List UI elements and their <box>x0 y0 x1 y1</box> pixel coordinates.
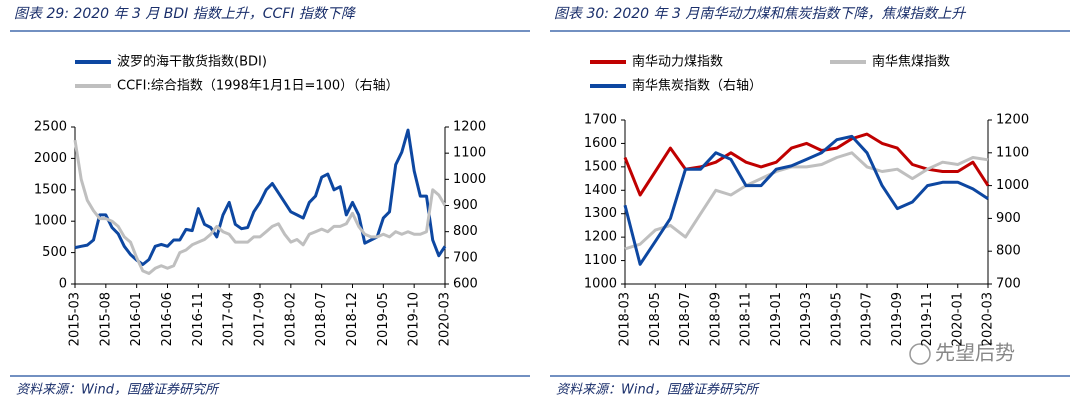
y-tick-label: 1000 <box>34 214 67 229</box>
watermark-icon <box>909 343 931 365</box>
y-tick-label: 1000 <box>584 277 617 292</box>
legend-label: CCFI:综合指数（1998年1月1日=100）（右轴） <box>117 79 399 94</box>
y-tick-label: 1600 <box>584 136 617 151</box>
x-tick-label: 2020-03 <box>438 292 453 346</box>
y-tick-label: 1200 <box>584 230 617 245</box>
x-tick-label: 2018-11 <box>739 292 754 346</box>
y-tick-label: 2000 <box>34 151 67 166</box>
x-tick-label: 2018-07 <box>314 292 329 346</box>
y2-tick-label: 1000 <box>996 178 1029 193</box>
x-tick-label: 2019-05 <box>376 292 391 346</box>
x-tick-label: 2020-01 <box>950 292 965 346</box>
y-tick-label: 500 <box>42 245 67 260</box>
y-tick-label: 0 <box>59 277 67 292</box>
y2-tick-label: 900 <box>996 211 1021 226</box>
y2-tick-label: 1100 <box>453 146 486 161</box>
x-tick-label: 2015-03 <box>68 292 83 346</box>
x-tick-label: 2018-07 <box>678 292 693 346</box>
x-tick-label: 2018-12 <box>345 292 360 346</box>
y2-tick-label: 1000 <box>453 172 486 187</box>
x-tick-label: 2016-06 <box>160 292 175 346</box>
y-tick-label: 1400 <box>584 183 617 198</box>
x-tick-label: 2016-11 <box>191 292 206 346</box>
x-tick-label: 2019-01 <box>769 292 784 346</box>
y2-tick-label: 1200 <box>453 120 486 135</box>
x-tick-label: 2016-01 <box>129 292 144 346</box>
x-tick-label: 2018-05 <box>648 292 663 346</box>
legend-label: 南华焦煤指数 <box>872 54 950 70</box>
x-tick-label: 2019-10 <box>407 292 422 346</box>
x-tick-label: 2018-09 <box>708 292 723 346</box>
source: 资料来源：Wind，国盛证券研究所 <box>16 382 220 398</box>
series-line <box>73 139 447 275</box>
y-tick-label: 2500 <box>34 120 67 135</box>
y-tick-label: 1300 <box>584 206 617 221</box>
x-tick-label: 2019-09 <box>890 292 905 346</box>
x-tick-label: 2019-07 <box>860 292 875 346</box>
x-tick-label: 2020-03 <box>981 292 996 346</box>
y2-tick-label: 700 <box>453 250 478 265</box>
chart-title: 图表 30: 2020 年 3 月南华动力煤和焦炭指数下降，焦煤指数上升 <box>554 6 966 22</box>
legend-label: 波罗的海干散货指数(BDI) <box>117 54 267 70</box>
y-tick-label: 1500 <box>34 182 67 197</box>
series-line <box>624 151 989 251</box>
x-tick-label: 2019-11 <box>920 292 935 346</box>
y-tick-label: 1700 <box>584 113 617 128</box>
x-tick-label: 2019-03 <box>799 292 814 346</box>
y2-tick-label: 800 <box>453 224 478 239</box>
y2-tick-label: 700 <box>996 277 1021 292</box>
x-tick-label: 2019-05 <box>829 292 844 346</box>
y-tick-label: 1500 <box>584 159 617 174</box>
series-line <box>623 134 989 266</box>
x-tick-label: 2017-04 <box>222 292 237 346</box>
x-tick-label: 2015-08 <box>98 292 113 346</box>
x-tick-label: 2018-03 <box>618 292 633 346</box>
y2-tick-label: 600 <box>453 277 478 292</box>
watermark: 先望后势 <box>935 341 1015 365</box>
x-tick-label: 2017-09 <box>253 292 268 346</box>
y2-tick-label: 800 <box>996 244 1021 259</box>
y-tick-label: 1100 <box>584 253 617 268</box>
y2-tick-label: 1100 <box>996 145 1029 160</box>
x-tick-label: 2018-02 <box>283 292 298 346</box>
source: 资料来源：Wind，国盛证券研究所 <box>556 382 760 398</box>
legend-label: 南华动力煤指数 <box>632 54 723 70</box>
legend-label: 南华焦炭指数（右轴） <box>632 78 762 94</box>
y2-tick-label: 900 <box>453 198 478 213</box>
y2-tick-label: 1200 <box>996 113 1029 128</box>
chart-title: 图表 29: 2020 年 3 月 BDI 指数上升，CCFI 指数下降 <box>14 6 357 22</box>
